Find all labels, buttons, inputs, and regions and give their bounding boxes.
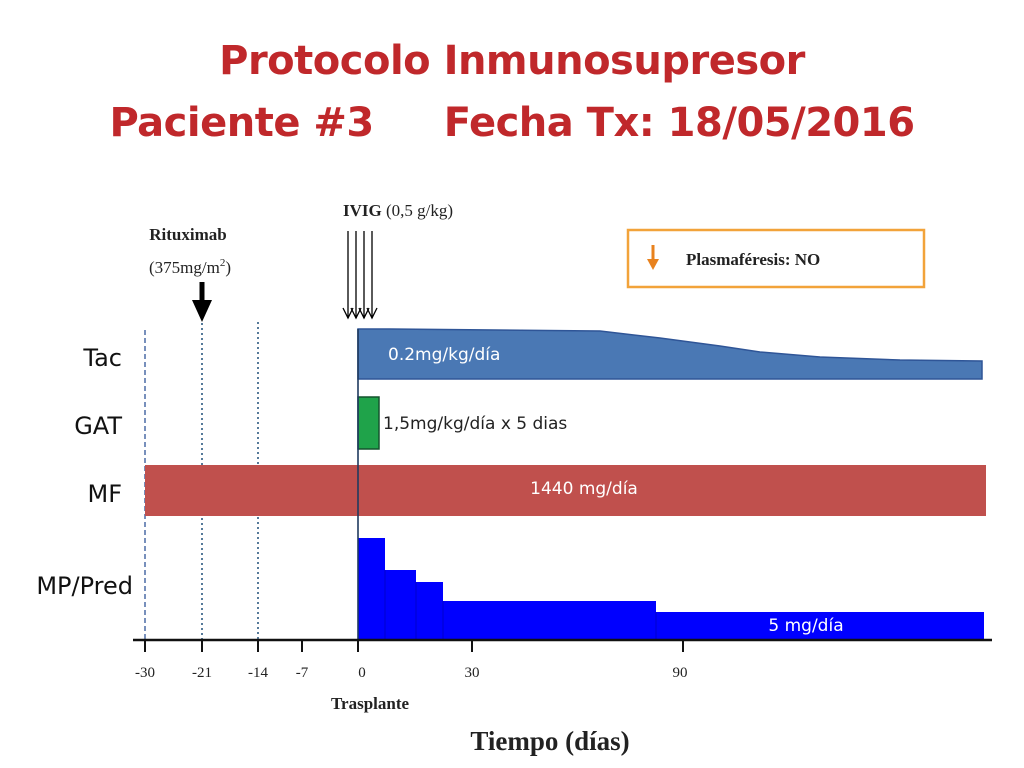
patient-label: Paciente #3 <box>109 100 374 146</box>
axis-ticks <box>144 640 684 652</box>
transplant-label: Trasplante <box>331 694 410 713</box>
row-label-mp: MP/Pred <box>36 572 133 600</box>
rituximab-dose: (375mg/m2) <box>149 257 231 277</box>
mp-bar <box>358 538 984 640</box>
transplant-date: Fecha Tx: 18/05/2016 <box>443 100 915 146</box>
mf-bar <box>145 465 986 516</box>
tick-label: -30 <box>135 665 155 681</box>
gat-dose-label: 1,5mg/kg/día x 5 dias <box>383 414 567 434</box>
rituximab-arrow-icon <box>192 282 212 322</box>
tick-label: 30 <box>465 665 480 681</box>
mp-dose-label: 5 mg/día <box>768 616 843 636</box>
tick-label: -7 <box>296 665 309 681</box>
tick-label: -14 <box>248 665 268 681</box>
ivig-label: IVIG (0,5 g/kg) <box>343 201 453 220</box>
tick-label: -21 <box>192 665 212 681</box>
row-label-tac: Tac <box>82 344 122 372</box>
slide-subtitle: Paciente #3 Fecha Tx: 18/05/2016 <box>0 100 1024 146</box>
tac-bar <box>357 328 983 380</box>
gat-bar <box>357 396 380 450</box>
mf-dose-label: 1440 mg/día <box>530 479 638 499</box>
row-label-gat: GAT <box>74 412 122 440</box>
row-label-mf: MF <box>87 480 122 508</box>
x-axis-label: Tiempo (días) <box>470 726 629 756</box>
tick-label: 0 <box>358 665 366 681</box>
ivig-arrows-icon <box>342 231 378 320</box>
tac-dose-label: 0.2mg/kg/día <box>388 345 500 365</box>
tick-label: 90 <box>673 665 688 681</box>
plasmapheresis-label: Plasmaféresis: NO <box>686 250 820 269</box>
rituximab-label: Rituximab <box>149 225 226 244</box>
plasmapheresis-legend <box>626 228 926 289</box>
plasmapheresis-arrow-icon <box>647 245 659 270</box>
slide-title: Protocolo Inmunosupresor <box>219 38 805 84</box>
